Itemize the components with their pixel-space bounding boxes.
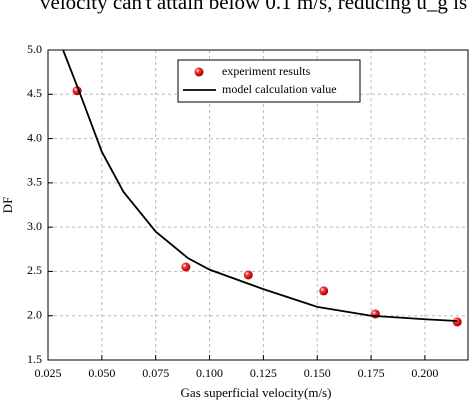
y-tick-label: 4.0 <box>27 130 42 144</box>
y-tick-label: 3.5 <box>27 175 42 189</box>
model-line <box>62 50 458 322</box>
data-point <box>452 317 462 327</box>
y-tick-label: 4.5 <box>27 86 42 100</box>
data-point <box>181 262 191 272</box>
legend-marker <box>194 67 204 77</box>
x-tick-label: 0.200 <box>411 366 438 380</box>
y-axis-label: DF <box>0 197 15 214</box>
legend-box <box>177 59 361 103</box>
plot-frame <box>47 49 469 361</box>
x-axis-label: Gas superficial velocity(m/s) <box>181 385 332 400</box>
x-tick-label: 0.150 <box>304 366 331 380</box>
x-tick-label: 0.050 <box>88 366 115 380</box>
x-tick-label: 0.175 <box>358 366 385 380</box>
y-tick-label: 2.5 <box>27 263 42 277</box>
x-tick-label: 0.075 <box>142 366 169 380</box>
data-point <box>319 286 329 296</box>
y-tick-label: 1.5 <box>27 352 42 366</box>
x-tick-label: 0.125 <box>250 366 277 380</box>
y-tick-label: 3.0 <box>27 219 42 233</box>
y-tick-label: 5.0 <box>27 42 42 56</box>
caption: velocity can't attain below 0.1 m/s, red… <box>40 0 467 14</box>
y-tick-label: 2.0 <box>27 307 42 321</box>
x-tick-label: 0.100 <box>196 366 223 380</box>
legend-label: model calculation value <box>222 82 337 96</box>
x-tick-label: 0.025 <box>35 366 62 380</box>
legend-label: experiment results <box>222 64 311 78</box>
data-point <box>243 270 253 280</box>
